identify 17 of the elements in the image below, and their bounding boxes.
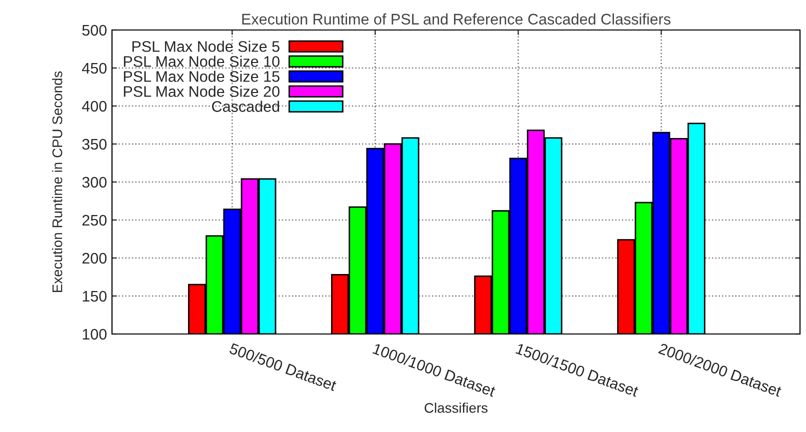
legend-label: PSL Max Node Size 10 xyxy=(124,56,280,67)
y-tick-label: 300 xyxy=(82,176,107,188)
chart-title: Execution Runtime of PSL and Reference Cascaded Classifiers xyxy=(242,13,670,25)
legend-label: PSL Max Node Size 15 xyxy=(124,70,280,82)
y-tick-label: 500 xyxy=(82,24,107,36)
y-tick-label: 150 xyxy=(82,290,107,302)
y-tick-label: 200 xyxy=(82,252,107,264)
legend-label: Cascaded xyxy=(212,100,280,112)
legend-label: PSL Max Node Size 20 xyxy=(124,86,280,97)
y-tick-label: 400 xyxy=(82,100,107,112)
y-tick-label: 100 xyxy=(82,328,107,340)
legend-label: PSL Max Node Size 5 xyxy=(132,40,280,52)
y-tick-label: 350 xyxy=(82,138,107,150)
y-axis-title: Execution Runtime in CPU Seconds xyxy=(52,71,62,292)
y-tick-label: 250 xyxy=(82,214,107,226)
y-tick-label: 450 xyxy=(82,62,107,74)
x-axis-title: Classifiers xyxy=(424,402,488,413)
